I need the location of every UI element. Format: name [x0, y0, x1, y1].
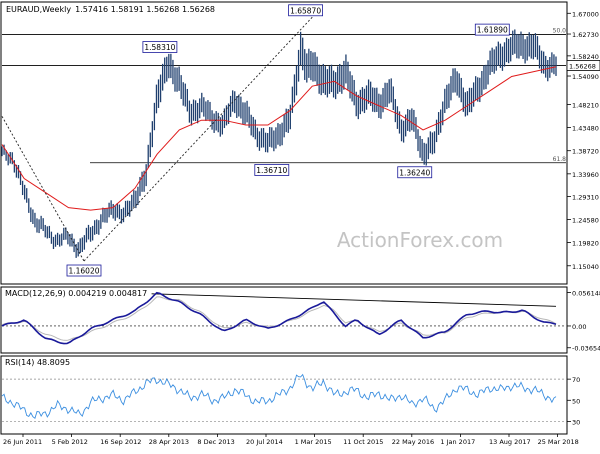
- rsi-line: [1, 373, 557, 420]
- price-y-tick-label: 1.48210: [572, 102, 599, 110]
- x-tick-label: 8 Dec 2013: [197, 438, 234, 446]
- level-label-0: 50.0: [553, 27, 567, 34]
- rsi-y-tick-label: 50: [572, 397, 580, 405]
- macd-label: MACD(12,26,9) 0.004219 0.004817: [5, 289, 147, 298]
- x-tick-label: 25 Mar 2018: [538, 438, 579, 446]
- price-y-tick-label: 1.67000: [572, 10, 599, 18]
- level-marker-label: 1.36710: [256, 166, 287, 175]
- macd-y-tick-label: 0.00: [572, 323, 586, 331]
- macd-y-tick-label: -0.036548: [572, 345, 600, 353]
- price-y-tick-label: 1.33960: [572, 171, 599, 179]
- level-marker-box: [254, 164, 290, 176]
- level-label-1: 61.8: [553, 156, 567, 163]
- x-tick-label: 5 Feb 2012: [52, 438, 88, 446]
- macd-y-tick-label: 0.056148: [572, 289, 600, 297]
- price-y-tick-label: 1.24580: [572, 216, 599, 224]
- price-y-tick-label: 1.15040: [572, 263, 599, 271]
- chart-title: EURAUD,Weekly 1.57416 1.58191 1.56268 1.5…: [6, 5, 215, 14]
- price-y-tick-label: 1.58240: [572, 53, 599, 61]
- x-tick-label: 13 Aug 2017: [489, 438, 531, 446]
- x-tick-label: 26 Jun 2011: [3, 438, 42, 446]
- price-y-tick-label: 1.62730: [572, 31, 599, 39]
- price-y-tick-label: 1.43480: [572, 125, 599, 133]
- x-tick-label: 1 Mar 2015: [295, 438, 332, 446]
- level-marker-box: [142, 41, 178, 53]
- level-marker-box: [288, 4, 323, 17]
- price-panel-frame: [0, 1, 568, 285]
- rsi-y-tick-label: 70: [572, 376, 580, 384]
- level-marker-label: 1.61890: [477, 26, 508, 35]
- x-tick-label: 16 Sep 2012: [100, 438, 141, 446]
- rsi-label: RSI(14) 48.8095: [5, 358, 70, 367]
- trendline-1: [83, 13, 316, 262]
- level-marker-label: 1.58310: [144, 43, 175, 52]
- current-value-badge: [566, 60, 600, 71]
- price-y-tick-label: 1.29310: [572, 193, 599, 201]
- price-y-tick-label: 1.38720: [572, 148, 599, 156]
- moving-average-line: [1, 66, 557, 211]
- level-marker-box: [474, 23, 510, 36]
- x-tick-label: 28 Apr 2013: [149, 438, 189, 446]
- rsi-panel-frame: [0, 355, 568, 435]
- watermark: ActionForex.com: [337, 228, 503, 252]
- macd-line: [1, 291, 557, 345]
- x-tick-label: 22 May 2016: [392, 438, 434, 446]
- x-tick-label: 11 Oct 2015: [343, 438, 383, 446]
- x-tick-label: 20 Jul 2014: [246, 438, 283, 446]
- level-marker-label: 1.36240: [399, 168, 430, 177]
- level-marker-box: [66, 264, 102, 277]
- macd-trendline: [151, 293, 557, 307]
- level-marker-label: 1.16020: [68, 267, 99, 276]
- rsi-y-tick-label: 30: [572, 418, 580, 426]
- price-y-tick-label: 1.19820: [572, 240, 599, 248]
- current-value-label: 1.56268: [569, 62, 596, 70]
- x-tick-label: 1 Jan 2017: [440, 438, 475, 446]
- level-marker-label: 1.65870: [290, 6, 321, 15]
- price-y-tick-label: 1.54090: [572, 73, 599, 81]
- level-marker-box: [397, 166, 433, 179]
